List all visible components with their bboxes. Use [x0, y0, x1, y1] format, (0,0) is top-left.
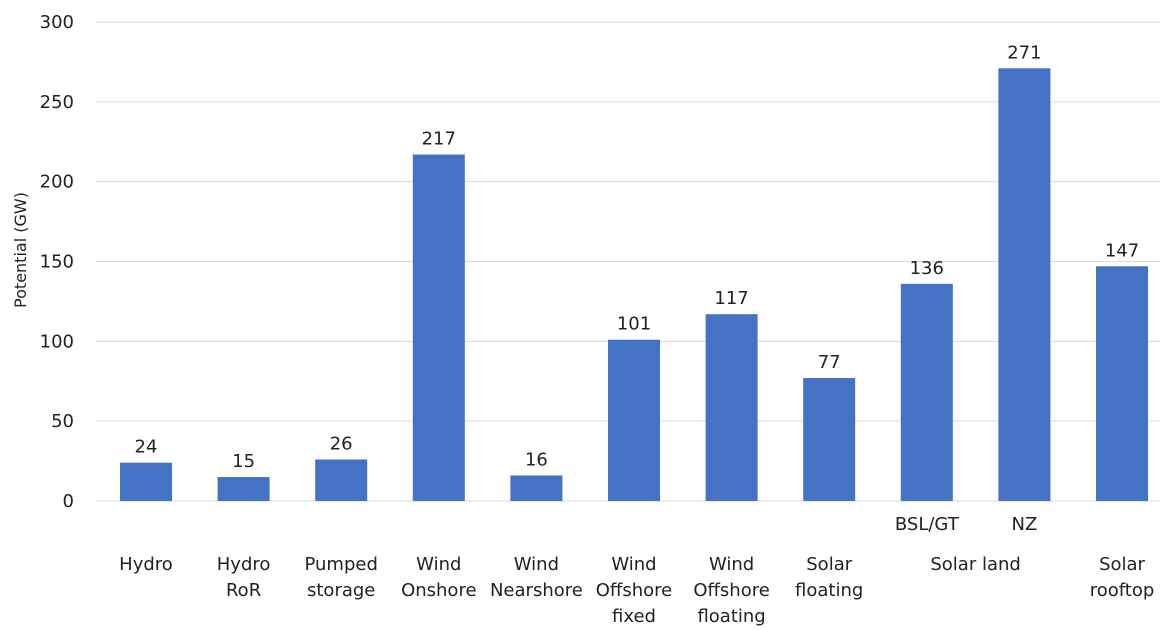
- y-tick-label: 300: [40, 12, 74, 33]
- bar: [998, 68, 1051, 501]
- category-label: Solar rooftop: [1090, 554, 1155, 601]
- group-label: Solar land: [930, 554, 1020, 575]
- category-label: Wind Offshore floating: [693, 554, 769, 627]
- category-label: Hydro RoR: [217, 554, 271, 601]
- y-axis-ticks: 0 50 100 150 200 250 300: [40, 12, 74, 512]
- bar: [1096, 266, 1148, 501]
- data-label: 217: [422, 129, 456, 150]
- data-label: 271: [1007, 42, 1041, 63]
- bar: [120, 462, 172, 501]
- group-labels: Solar land: [930, 554, 1020, 575]
- category-label: Hydro: [119, 554, 173, 575]
- data-labels: 24 15 26 217 16 101 117 77 136 271 147: [135, 42, 1140, 472]
- y-tick-label: 200: [40, 172, 74, 193]
- bar: [217, 477, 270, 501]
- data-label: 136: [910, 258, 944, 279]
- category-label: Wind Nearshore: [490, 554, 583, 601]
- y-tick-label: 50: [51, 411, 74, 432]
- category-label: Pumped storage: [304, 554, 377, 601]
- category-labels: Hydro Hydro RoR Pumped storage Wind Onshore Win…: [119, 514, 1154, 627]
- data-label: 24: [135, 437, 158, 458]
- data-label: 77: [818, 352, 841, 373]
- category-label: Wind Offshore fixed: [596, 554, 672, 627]
- y-axis-label: Potential (GW): [11, 192, 30, 308]
- data-label: 26: [330, 433, 353, 454]
- bar: [900, 283, 953, 501]
- bar: [803, 378, 856, 501]
- bar: [608, 339, 660, 501]
- category-label: Wind Onshore: [401, 554, 476, 601]
- data-label: 16: [525, 449, 548, 470]
- data-label: 101: [617, 314, 651, 335]
- data-label: 147: [1105, 240, 1139, 261]
- bar: [705, 314, 758, 501]
- bar: [412, 154, 465, 502]
- y-tick-label: 250: [40, 92, 74, 113]
- y-tick-label: 150: [40, 252, 74, 273]
- category-label: NZ: [1012, 514, 1038, 535]
- category-label: Solar floating: [795, 554, 863, 601]
- bar: [510, 475, 563, 501]
- data-label: 15: [232, 451, 255, 472]
- data-label: 117: [714, 288, 748, 309]
- bar: [315, 459, 368, 501]
- y-tick-label: 0: [63, 491, 74, 512]
- category-label: BSL/GT: [895, 514, 960, 535]
- bars: [120, 68, 1148, 502]
- y-tick-label: 100: [40, 331, 74, 352]
